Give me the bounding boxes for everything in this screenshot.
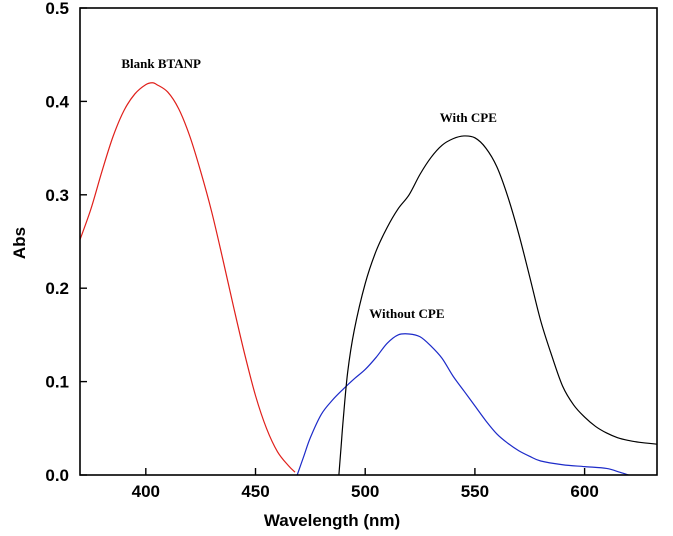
series-line-without-cpe [296,333,629,476]
series-line-blank-btanp [79,82,296,473]
x-tick-label: 550 [461,482,489,501]
y-tick-label: 0.2 [45,279,69,298]
x-tick-label: 600 [570,482,598,501]
x-tick-label: 450 [241,482,269,501]
y-tick-label: 0.5 [45,0,69,18]
series-label-with-cpe: With CPE [440,110,497,125]
y-tick-label: 0.1 [45,373,69,392]
series-label-blank-btanp: Blank BTANP [121,56,201,71]
series-line-with-cpe [338,135,658,476]
y-axis-title: Abs [10,227,29,259]
y-tick-label: 0.0 [45,466,69,485]
x-tick-label: 500 [351,482,379,501]
y-tick-label: 0.3 [45,186,69,205]
curves [79,82,658,476]
y-tick-label: 0.4 [45,92,69,111]
plot-frame [79,7,658,476]
x-tick-label: 400 [132,482,160,501]
series-label-without-cpe: Without CPE [369,306,444,321]
axis-ticks: 400 450 500 550 600 0.0 0.1 0.2 0.3 0.4 0.5 [45,0,598,501]
series-annotations: Blank BTANP Without CPE With CPE [121,56,497,321]
x-axis-title: Wavelength (nm) [264,511,400,530]
